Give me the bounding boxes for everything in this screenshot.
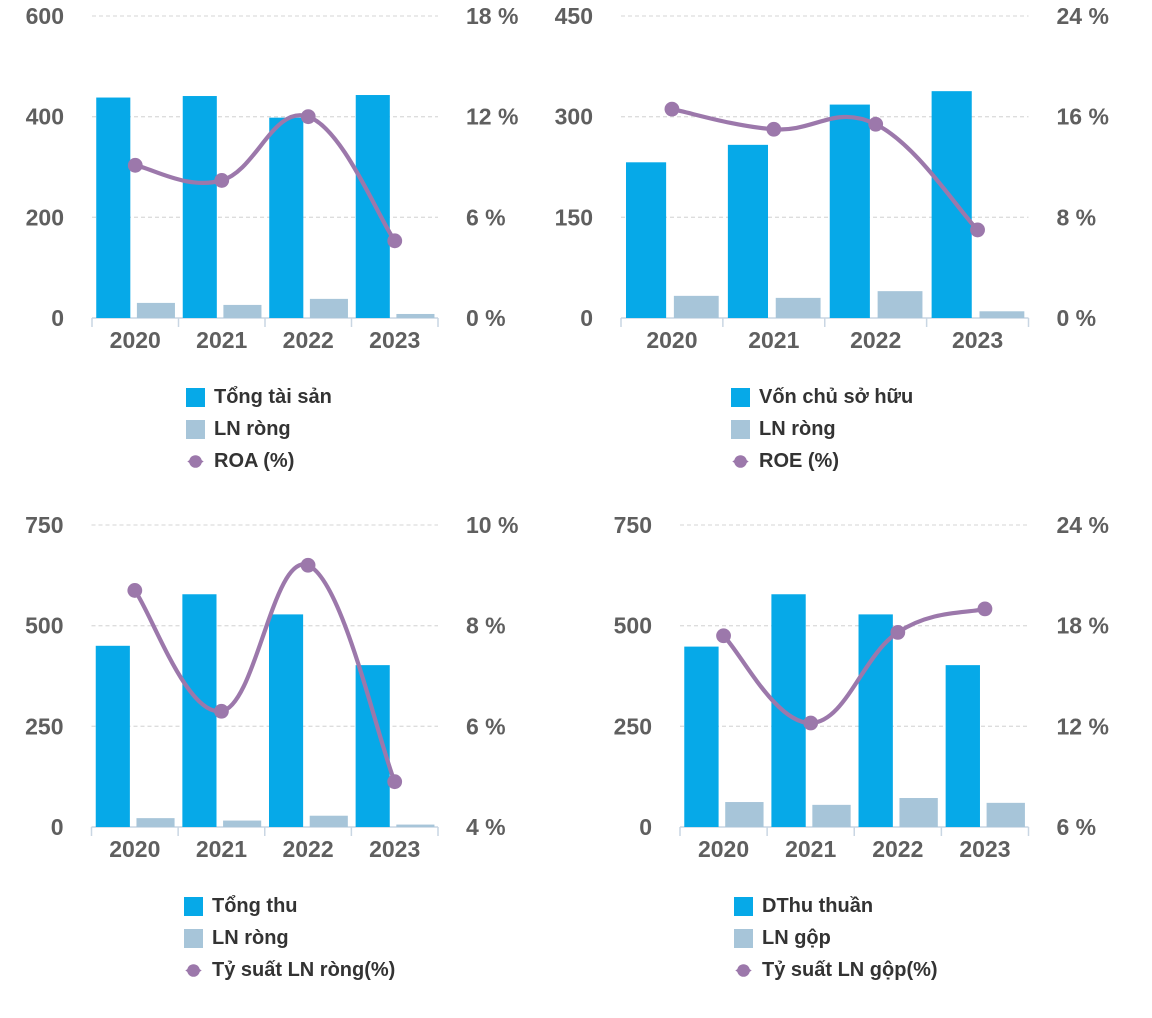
- svg-text:500: 500: [614, 613, 652, 639]
- svg-text:0: 0: [580, 305, 593, 331]
- svg-text:0 %: 0 %: [466, 305, 506, 331]
- svg-text:2021: 2021: [196, 836, 247, 862]
- svg-text:2020: 2020: [698, 836, 749, 862]
- svg-text:2020: 2020: [110, 327, 161, 353]
- svg-text:2023: 2023: [369, 327, 420, 353]
- svg-text:0 %: 0 %: [1057, 305, 1097, 331]
- svg-text:2021: 2021: [196, 327, 247, 353]
- svg-text:300: 300: [555, 104, 593, 130]
- svg-text:2023: 2023: [369, 836, 420, 862]
- svg-text:2020: 2020: [109, 836, 160, 862]
- svg-text:2021: 2021: [785, 836, 836, 862]
- svg-text:600: 600: [26, 3, 64, 29]
- svg-text:8 %: 8 %: [466, 613, 506, 639]
- svg-text:16 %: 16 %: [1057, 104, 1109, 130]
- svg-text:0: 0: [51, 305, 64, 331]
- svg-text:150: 150: [555, 204, 593, 230]
- svg-text:6 %: 6 %: [466, 204, 506, 230]
- svg-text:400: 400: [26, 104, 64, 130]
- svg-text:18 %: 18 %: [1057, 613, 1109, 639]
- svg-text:2023: 2023: [952, 327, 1003, 353]
- svg-text:0: 0: [639, 814, 652, 840]
- svg-text:750: 750: [614, 512, 652, 538]
- svg-text:450: 450: [555, 3, 593, 29]
- svg-text:12 %: 12 %: [466, 104, 518, 130]
- svg-text:2022: 2022: [283, 327, 334, 353]
- svg-text:18 %: 18 %: [466, 3, 518, 29]
- svg-text:2020: 2020: [646, 327, 697, 353]
- svg-text:10 %: 10 %: [466, 512, 518, 538]
- svg-text:4 %: 4 %: [466, 814, 506, 840]
- svg-text:200: 200: [26, 204, 64, 230]
- svg-text:2021: 2021: [748, 327, 799, 353]
- svg-text:12 %: 12 %: [1057, 713, 1109, 739]
- svg-text:8 %: 8 %: [1057, 204, 1097, 230]
- svg-text:500: 500: [25, 613, 63, 639]
- svg-text:250: 250: [614, 713, 652, 739]
- svg-text:2022: 2022: [282, 836, 333, 862]
- svg-text:24 %: 24 %: [1057, 512, 1109, 538]
- svg-text:0: 0: [51, 814, 64, 840]
- svg-text:750: 750: [25, 512, 63, 538]
- svg-text:2022: 2022: [872, 836, 923, 862]
- svg-text:6 %: 6 %: [1057, 814, 1097, 840]
- svg-text:2022: 2022: [850, 327, 901, 353]
- svg-text:250: 250: [25, 713, 63, 739]
- svg-text:2023: 2023: [959, 836, 1010, 862]
- svg-text:6 %: 6 %: [466, 713, 506, 739]
- svg-text:24 %: 24 %: [1057, 3, 1109, 29]
